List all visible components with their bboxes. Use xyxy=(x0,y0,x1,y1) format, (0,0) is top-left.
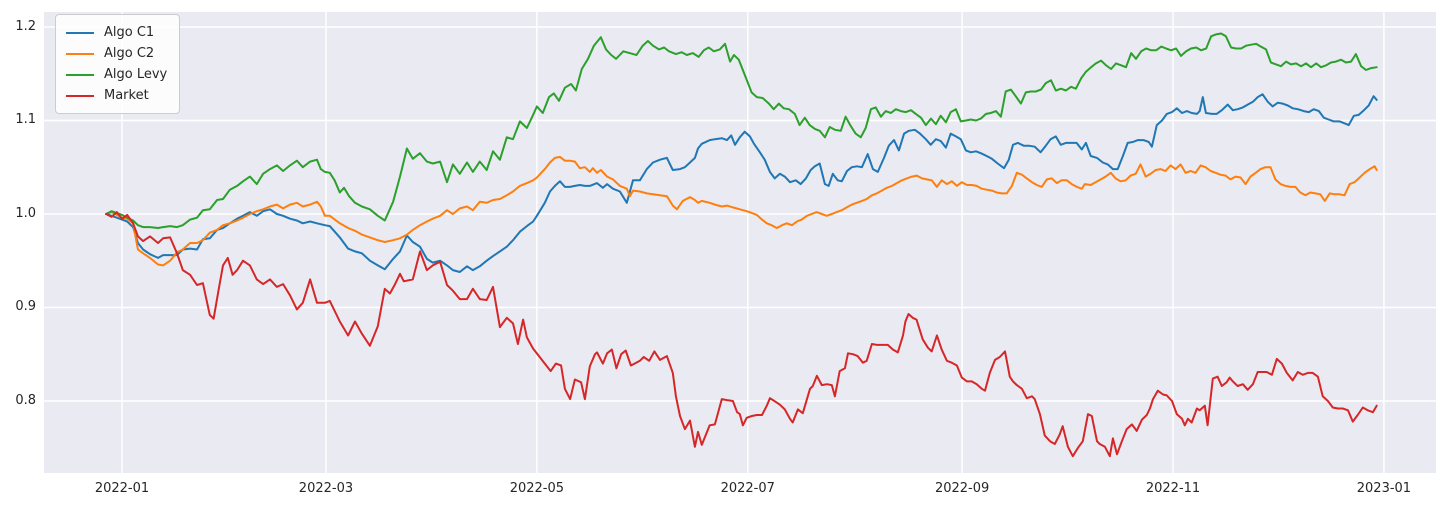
legend-label: Algo Levy xyxy=(104,67,168,82)
y-tick-label: 1.1 xyxy=(15,112,36,128)
legend-label: Market xyxy=(104,88,149,103)
legend-swatch-icon xyxy=(66,73,94,76)
x-tick-label: 2022-03 xyxy=(298,481,354,496)
legend-swatch-icon xyxy=(66,31,94,34)
legend-label: Algo C2 xyxy=(104,46,155,61)
x-tick-label: 2022-05 xyxy=(509,481,565,496)
legend-item-market: Market xyxy=(66,85,167,106)
legend-item-algo-c2: Algo C2 xyxy=(66,43,167,64)
x-tick-label: 2022-11 xyxy=(1145,481,1201,496)
legend-swatch-icon xyxy=(66,94,94,97)
legend-swatch-icon xyxy=(66,52,94,55)
y-tick-label: 1.0 xyxy=(15,205,36,221)
x-tick-label: 2022-01 xyxy=(94,481,150,496)
y-tick-label: 1.2 xyxy=(15,18,36,34)
series-line-algo-c1 xyxy=(105,93,1378,273)
series-line-market xyxy=(105,211,1378,458)
y-tick-label: 0.9 xyxy=(15,299,36,315)
x-tick-label: 2022-07 xyxy=(720,481,775,496)
plot-background xyxy=(44,12,1436,473)
series-line-algo-c2 xyxy=(105,155,1378,267)
legend: Algo C1 Algo C2 Algo Levy Market xyxy=(55,14,181,114)
legend-item-algo-c1: Algo C1 xyxy=(66,22,167,43)
x-tick-label: 2023-01 xyxy=(1356,481,1412,496)
y-tick-label: 0.8 xyxy=(15,392,36,408)
legend-item-algo-levy: Algo Levy xyxy=(66,64,167,85)
legend-label: Algo C1 xyxy=(104,25,155,40)
series-line-algo-levy xyxy=(105,32,1378,229)
x-tick-label: 2022-09 xyxy=(934,481,990,496)
